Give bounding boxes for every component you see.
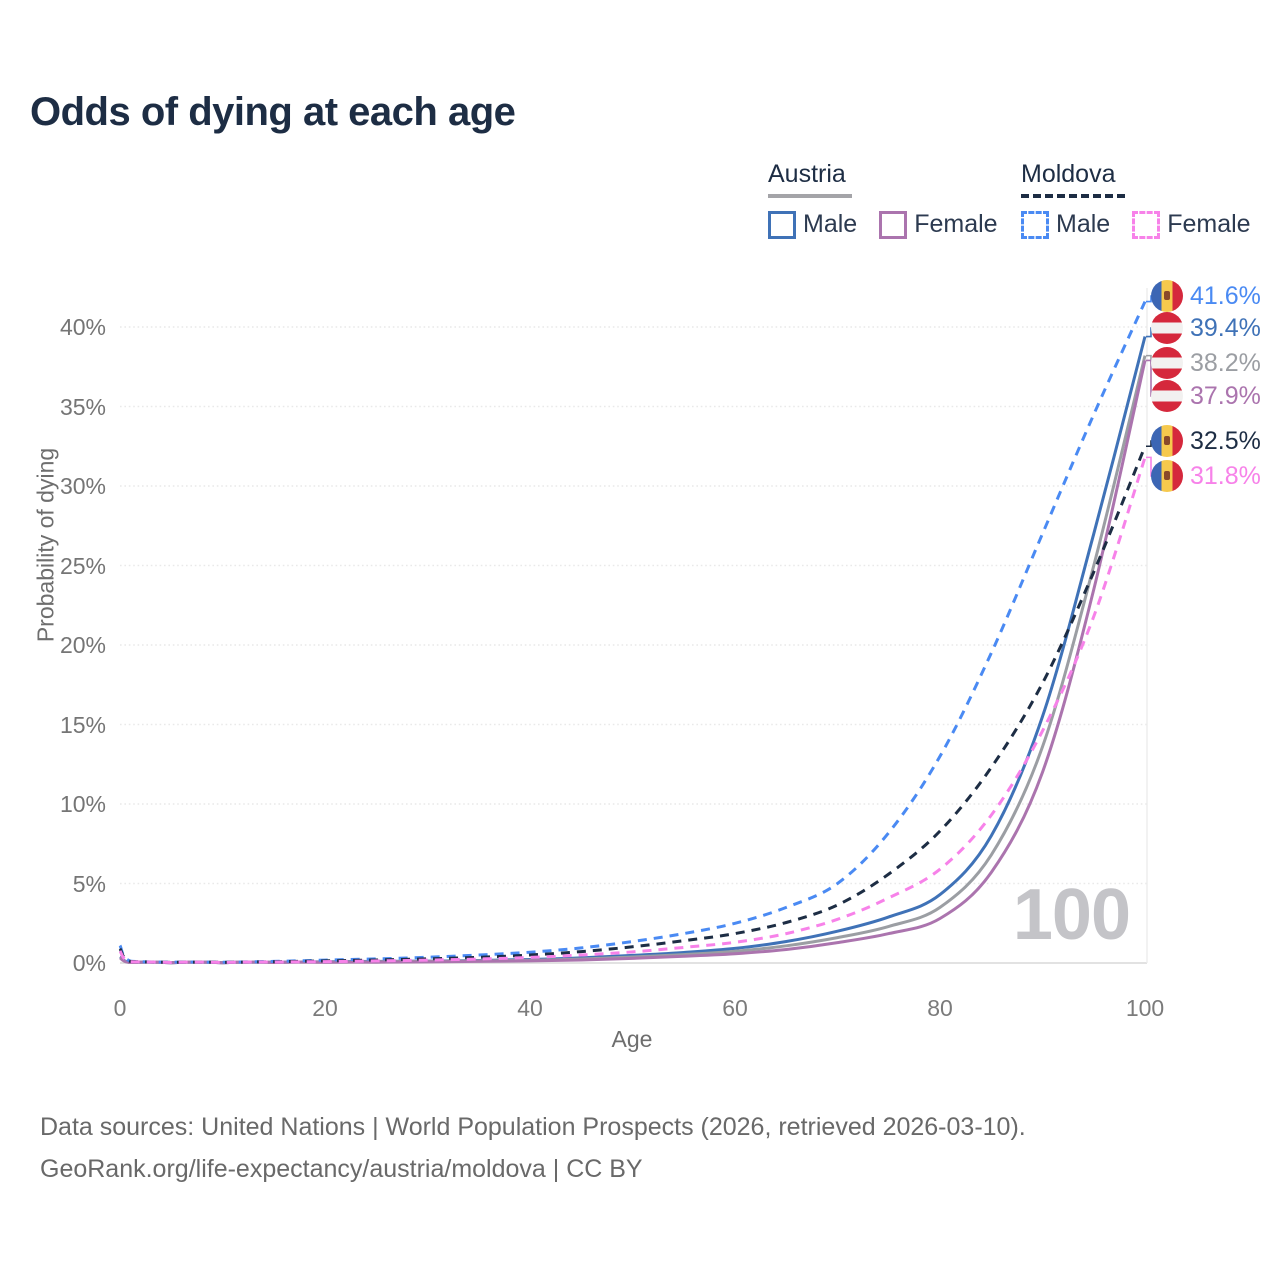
austria-female-swatch-icon <box>879 210 908 239</box>
end-label-value: 31.8% <box>1190 461 1261 490</box>
series-line-austria-female[interactable] <box>119 360 1147 965</box>
austria-flag-icon <box>1151 380 1183 412</box>
moldova-female-swatch-icon <box>1132 210 1161 239</box>
end-label-value: 39.4% <box>1190 313 1261 342</box>
legend-item-moldova-male[interactable]: Male <box>1021 210 1110 239</box>
end-label-value: 38.2% <box>1190 348 1261 377</box>
y-tick-label-5: 5% <box>72 870 106 897</box>
austria-flag-icon <box>1151 312 1183 344</box>
series-line-moldova-female[interactable] <box>118 456 1147 965</box>
austria-flag-icon <box>1151 347 1183 379</box>
legend-label-austria-female: Female <box>914 210 998 238</box>
end-label-value: 32.5% <box>1190 426 1261 455</box>
legend-label-austria-male: Male <box>803 210 858 238</box>
end-label-austria-female: 37.9% <box>1151 379 1261 413</box>
age-watermark: 100 <box>1012 875 1131 955</box>
series-line-austria-male[interactable] <box>119 336 1147 965</box>
x-tick-label-40: 40 <box>517 995 543 1021</box>
y-tick-label-35: 35% <box>59 393 106 420</box>
end-label-value: 41.6% <box>1190 281 1261 310</box>
legend-group-austria: Austria Male Female <box>768 160 1020 239</box>
end-label-moldova-total: 32.5% <box>1151 424 1261 458</box>
end-label-value: 37.9% <box>1190 381 1261 410</box>
legend-item-moldova-female[interactable]: Female <box>1132 210 1251 239</box>
moldova-flag-icon <box>1151 460 1183 492</box>
x-tick-label-0: 0 <box>113 995 127 1021</box>
y-tick-label-20: 20% <box>59 632 106 658</box>
footer-attribution: GeoRank.org/life-expectancy/austria/mold… <box>40 1155 643 1183</box>
y-tick-label-0: 0% <box>72 950 106 976</box>
footer-data-sources: Data sources: United Nations | World Pop… <box>40 1113 1026 1141</box>
legend-label-moldova-male: Male <box>1056 210 1111 238</box>
y-tick-label-10: 10% <box>59 791 106 817</box>
y-tick-label-40: 40% <box>59 314 106 340</box>
end-label-austria-male: 39.4% <box>1151 311 1261 345</box>
legend-country-austria: Austria <box>768 160 846 188</box>
x-axis-title: Age <box>611 1026 653 1052</box>
legend-country-moldova: Moldova <box>1021 160 1116 188</box>
x-tick-label-100: 100 <box>1125 995 1165 1021</box>
legend-label-moldova-female: Female <box>1167 210 1251 238</box>
end-label-austria-total: 38.2% <box>1151 346 1261 380</box>
y-tick-label-30: 30% <box>59 473 106 499</box>
legend-item-austria-female[interactable]: Female <box>879 210 998 239</box>
chart-title: Odds of dying at each age <box>30 90 516 134</box>
series-line-moldova-male[interactable] <box>118 300 1147 964</box>
y-tick-label-15: 15% <box>59 711 106 738</box>
y-tick-label-25: 25% <box>59 552 106 579</box>
legend-item-austria-male[interactable]: Male <box>768 210 857 239</box>
x-tick-label-80: 80 <box>927 995 953 1021</box>
legend-group-moldova: Moldova Male Female <box>1021 160 1273 239</box>
legend-austria-line-swatch <box>768 194 852 198</box>
x-tick-label-20: 20 <box>312 995 338 1021</box>
footer: Data sources: United Nations | World Pop… <box>40 1106 1026 1190</box>
moldova-male-swatch-icon <box>1021 210 1049 239</box>
legend-moldova-line-swatch <box>1021 194 1125 198</box>
moldova-flag-icon <box>1151 280 1183 312</box>
end-label-moldova-male: 41.6% <box>1151 279 1261 313</box>
end-label-moldova-female: 31.8% <box>1151 459 1261 493</box>
y-axis-title: Probability of dying <box>32 447 59 643</box>
austria-male-swatch-icon <box>768 210 796 239</box>
moldova-flag-icon <box>1151 425 1183 457</box>
x-tick-label-60: 60 <box>722 995 748 1021</box>
